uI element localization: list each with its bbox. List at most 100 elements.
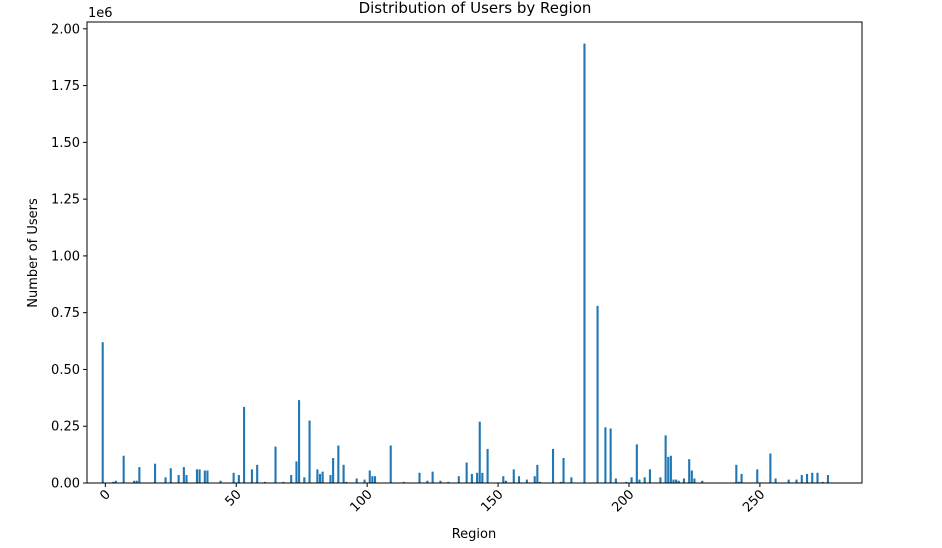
- bar: [182, 467, 185, 483]
- y-tick-label: 0.75: [51, 306, 80, 321]
- y-tick-label: 0.50: [51, 363, 80, 378]
- bar: [787, 479, 790, 483]
- bar: [478, 421, 481, 483]
- bar: [195, 469, 199, 483]
- x-tick-label: 100: [347, 487, 375, 515]
- bar: [290, 475, 293, 483]
- bar: [203, 470, 206, 483]
- bar: [114, 480, 117, 483]
- bar: [457, 476, 460, 483]
- bar: [701, 480, 704, 483]
- bar: [638, 479, 641, 483]
- bar: [481, 472, 484, 483]
- bar: [630, 477, 633, 483]
- bar: [206, 470, 209, 483]
- bar: [667, 456, 670, 483]
- x-tick-label: 0: [97, 487, 113, 503]
- bar: [614, 478, 617, 483]
- bar: [795, 479, 798, 483]
- bar: [122, 455, 125, 483]
- bar: [664, 435, 667, 483]
- bar: [648, 469, 651, 483]
- y-tick-label: 1.75: [51, 79, 80, 94]
- bar: [363, 479, 366, 483]
- bar: [154, 463, 157, 483]
- bar: [740, 473, 743, 483]
- bar: [512, 469, 515, 483]
- bar: [373, 476, 377, 483]
- bar: [402, 481, 405, 483]
- bar: [470, 473, 473, 483]
- plot-area-frame: [86, 21, 863, 484]
- bar: [517, 476, 521, 483]
- bar: [538, 481, 542, 483]
- bar: [263, 481, 267, 483]
- bar: [476, 472, 479, 483]
- bar: [536, 464, 539, 483]
- bar: [368, 470, 371, 483]
- bar: [504, 480, 507, 483]
- bar: [232, 472, 235, 483]
- bar: [596, 305, 599, 483]
- bar: [342, 464, 345, 483]
- chart-title: Distribution of Users by Region: [359, 0, 592, 17]
- bar: [583, 43, 586, 483]
- bar: [138, 467, 141, 483]
- bar: [198, 469, 201, 483]
- bar: [219, 480, 222, 483]
- bar: [295, 461, 298, 483]
- bar: [282, 481, 285, 483]
- bar: [659, 477, 662, 483]
- y-tick-label: 1.50: [51, 136, 80, 151]
- bar: [133, 480, 136, 483]
- bar: [316, 469, 319, 483]
- bar: [303, 477, 306, 483]
- bar: [570, 477, 573, 483]
- bar: [562, 458, 565, 483]
- bar: [533, 476, 536, 483]
- bar: [690, 470, 693, 483]
- bar: [737, 481, 740, 483]
- bar: [805, 473, 809, 483]
- y-tick-label: 0.00: [51, 477, 80, 492]
- bar: [243, 406, 246, 483]
- bar: [669, 455, 672, 483]
- bar: [337, 445, 340, 483]
- y-tick-label: 2.00: [51, 22, 80, 37]
- bar: [552, 448, 555, 483]
- bar: [332, 458, 335, 483]
- bar: [177, 475, 180, 483]
- bar: [756, 469, 759, 483]
- bar: [321, 471, 324, 483]
- bar: [486, 448, 489, 483]
- x-tick-label: 200: [609, 487, 637, 515]
- bar: [502, 476, 505, 483]
- bar: [274, 446, 277, 483]
- bar: [426, 480, 429, 483]
- bar: [609, 428, 612, 483]
- y-tick-label: 0.25: [51, 420, 80, 435]
- bar: [371, 476, 374, 483]
- bar: [237, 475, 240, 483]
- bar: [329, 475, 332, 483]
- bar: [112, 481, 115, 483]
- bar: [389, 445, 392, 483]
- x-axis-ticks: 0 50 100 150 200 250: [97, 483, 768, 515]
- bar: [604, 427, 607, 483]
- bar: [672, 479, 675, 483]
- bar: [625, 481, 628, 483]
- bar: [345, 481, 348, 483]
- bar: [688, 459, 691, 483]
- y-axis-ticks: 0.00 0.25 0.50 0.75 1.00 1.25 1.50 1.75 2.00: [51, 22, 87, 492]
- x-axis-title: Region: [452, 527, 497, 542]
- x-tick-label: 250: [740, 487, 768, 515]
- bar: [525, 479, 528, 483]
- x-tick-label: 50: [222, 487, 244, 509]
- bar: [439, 480, 442, 483]
- bar: [431, 471, 434, 483]
- bar: [693, 478, 696, 483]
- bar: [816, 472, 819, 483]
- bar: [308, 420, 311, 483]
- bar: [169, 468, 172, 483]
- bar: [811, 472, 814, 483]
